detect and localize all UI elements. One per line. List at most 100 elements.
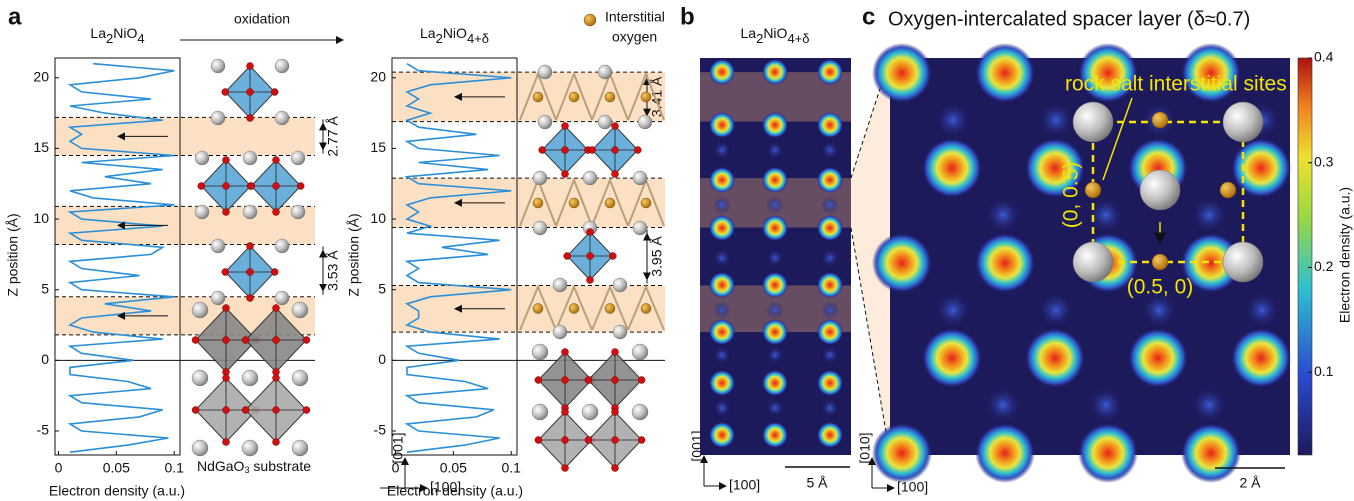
atom xyxy=(613,278,627,292)
scale-bar-label: 5 Å xyxy=(806,475,828,491)
density-spot xyxy=(821,399,839,417)
formula-part: 4+δ xyxy=(467,31,489,46)
atom xyxy=(1152,254,1168,270)
y-tick-label: 5 xyxy=(41,280,49,296)
formula-part: La xyxy=(741,25,757,41)
density-spot xyxy=(935,292,971,328)
density-spot xyxy=(1231,138,1291,198)
direction-label: [100] xyxy=(430,479,461,495)
atom xyxy=(195,151,209,165)
y-tick-label: -5 xyxy=(37,422,50,438)
formula-part: 2 xyxy=(436,31,443,46)
oxygen-atom xyxy=(223,305,230,312)
oxygen-atom xyxy=(192,407,199,414)
density-spot xyxy=(713,249,731,267)
oxygen-atom xyxy=(222,89,229,96)
density-spot xyxy=(985,387,1021,423)
atom xyxy=(582,404,598,420)
oxygen-atom xyxy=(562,465,569,472)
density-spot xyxy=(1025,328,1085,388)
oxygen-atom xyxy=(247,243,254,250)
density-spot xyxy=(975,423,1035,483)
density-spot xyxy=(762,370,788,396)
density-spot xyxy=(1078,423,1138,483)
x-tick-label: 0 xyxy=(55,460,63,476)
oxygen-atom xyxy=(562,377,569,384)
direction-label: [100] xyxy=(729,477,760,493)
oxygen-atom xyxy=(638,437,645,444)
panel-label: b xyxy=(680,3,695,30)
x-axis-label: Electron density (a.u.) xyxy=(49,483,185,499)
oxygen-atom xyxy=(303,407,310,414)
y-tick-label: 20 xyxy=(370,68,386,84)
y-tick-label: 0 xyxy=(41,351,49,367)
density-spot xyxy=(817,112,843,138)
atom xyxy=(641,198,651,208)
substrate-label: NdGaO3 substrate xyxy=(197,458,311,476)
formula-part: 4 xyxy=(137,31,144,46)
atom xyxy=(532,344,548,360)
x-tick-label: 0.05 xyxy=(440,460,467,476)
oxygen-atom xyxy=(585,437,592,444)
density-spot xyxy=(762,272,788,298)
profile-title: La2NiO4 xyxy=(90,25,144,47)
oxygen-atom xyxy=(223,209,230,216)
colorbar-label: Electron density (a.u.) xyxy=(1337,187,1353,323)
y-tick-label: 15 xyxy=(370,139,386,155)
oxygen-atom xyxy=(587,277,594,284)
x-tick-label: 0.1 xyxy=(164,460,184,476)
density-spot xyxy=(975,233,1035,293)
density-spot xyxy=(713,141,731,159)
figure: abc-50510152000.050.1La2NiO4Electron den… xyxy=(0,0,1354,501)
density-spot xyxy=(1231,328,1291,388)
density-spot xyxy=(872,233,932,293)
density-spot xyxy=(1191,387,1227,423)
oxygen-atom xyxy=(242,407,249,414)
y-tick-label: -5 xyxy=(374,422,387,438)
density-spot xyxy=(817,319,843,345)
colorbar xyxy=(1298,58,1312,455)
site-annotation: rock salt interstitial sites xyxy=(1065,73,1287,96)
formula-part: La xyxy=(90,25,106,41)
density-spot xyxy=(821,141,839,159)
direction-label: [010] xyxy=(857,432,873,463)
formula-part: NdGaO xyxy=(197,458,245,474)
panel-label: c xyxy=(862,3,875,30)
formula-part: 4+δ xyxy=(787,31,809,46)
atom xyxy=(569,92,579,102)
site-label: (0.5, 0) xyxy=(1127,276,1194,299)
colorbar-tick-label: 0.2 xyxy=(1314,258,1334,274)
y-tick-label: 15 xyxy=(33,139,49,155)
direction-label: [001] xyxy=(390,432,406,463)
oxygen-atom xyxy=(612,465,619,472)
x-tick-label: 0.05 xyxy=(103,460,130,476)
oxygen-atom xyxy=(273,439,280,446)
density-spot xyxy=(762,167,788,193)
oxidation-label: oxidation xyxy=(234,11,290,27)
atom xyxy=(275,111,289,125)
density-spot xyxy=(762,215,788,241)
oxygen-atom xyxy=(247,269,254,276)
density-spot xyxy=(1181,423,1241,483)
atom xyxy=(275,239,289,253)
density-spot xyxy=(709,59,735,85)
atom xyxy=(538,65,552,79)
formula-part: NiO xyxy=(443,25,467,41)
atom xyxy=(583,171,597,185)
oxygen-atom xyxy=(247,115,254,122)
oxygen-atom xyxy=(587,229,594,236)
atom xyxy=(598,115,612,129)
oxygen-atom xyxy=(223,157,230,164)
atom xyxy=(533,221,547,235)
atom xyxy=(598,65,612,79)
atom xyxy=(242,370,258,386)
atom xyxy=(569,304,579,314)
formula-part: NiO xyxy=(763,25,787,41)
atom xyxy=(211,291,225,305)
atom xyxy=(613,325,627,339)
density-spot xyxy=(709,215,735,241)
panel-label: a xyxy=(8,3,22,30)
atom xyxy=(1073,102,1113,142)
panel-title: Oxygen-intercalated spacer layer (δ≈0.7) xyxy=(888,8,1250,30)
atom xyxy=(532,404,548,420)
